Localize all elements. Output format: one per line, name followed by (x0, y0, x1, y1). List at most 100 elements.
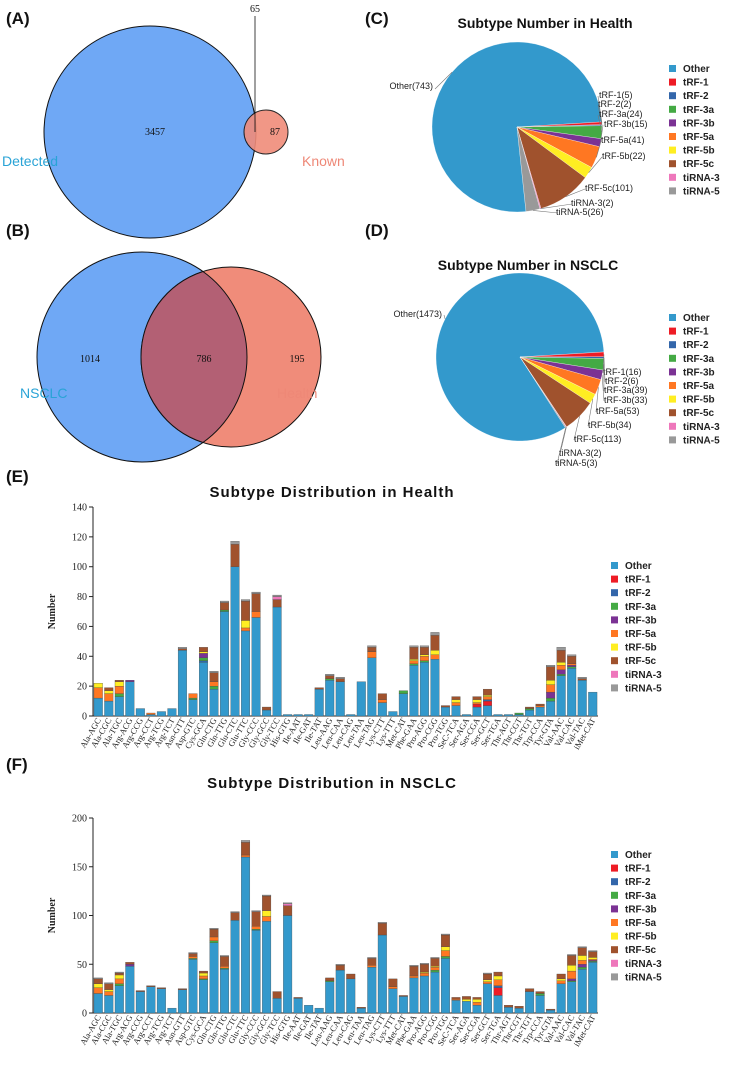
bar-e-bar-arg-ccg-other (135, 708, 145, 717)
bar-e-bar-tyr-gta-trf-5b (546, 680, 556, 685)
bar-e-bar-pro-tgg-other (440, 706, 450, 717)
bar-e-bar-ser-gct-trf-2 (483, 699, 492, 702)
bar-f-y-tick-label: 200 (72, 814, 87, 825)
bar-f-legend-swatch-trf-1 (611, 864, 618, 872)
venn-a-detected-count: 3457 (145, 127, 165, 138)
bar-e-bar-sec-tca-other (451, 705, 461, 717)
bar-e-bar-sec-tca-trf-5b (451, 699, 461, 703)
pie-d-legend-swatch-trf-5b (669, 395, 676, 403)
bar-f-bar-val-tac-other (577, 968, 587, 1014)
bar-e-bar-gly-tcc-other (272, 606, 282, 717)
pie-c-slice-label-other: Other(743) (389, 81, 433, 91)
bar-f-bar-thr-cgt-other (514, 1007, 524, 1014)
pie-d-leader-tirna-3 (559, 426, 567, 455)
pie-d-leader-trf-5b (587, 398, 594, 427)
bar-e-bar-tyr-gta-trf-3b (546, 691, 556, 699)
pie-d-slice-label-trf-3b: tRF-3b(33) (604, 395, 648, 405)
bar-e-bar-val-tac-tirna-5 (577, 677, 587, 679)
bar-e-bar-val-aac-trf-5a (556, 665, 566, 670)
pie-c-legend-swatch-trf-3a (669, 105, 676, 113)
bar-e-legend-label-trf-5b: tRF-5b (625, 643, 657, 654)
bar-e-bar-ser-gct-trf-1 (483, 700, 492, 706)
pie-c-legend-swatch-tirna-5 (669, 187, 676, 195)
bar-f-bar-gly-gcc-trf-5a (262, 916, 272, 922)
bar-f-y-tick-label: 150 (72, 862, 87, 873)
bar-e-bar-lys-ctt-trf-5a (377, 699, 387, 703)
bar-e-bar-arg-cct-trf-5a (146, 712, 156, 715)
bar-f-bar-lys-ttt-other (388, 988, 398, 1014)
pie-d-legend-label-other: Other (683, 313, 710, 324)
bar-e-bar-phe-gaa-other (409, 665, 419, 717)
bar-e-bar-pro-agg-tirna-5 (419, 645, 429, 648)
bar-f-bar-leu-cag-trf-5c (346, 973, 356, 980)
bar-e-bar-val-cac-trf-3a (567, 666, 577, 669)
bar-e-bar-thr-tgt-trf-5c (525, 706, 535, 709)
bar-f-bar-val-tac-trf-5b (577, 955, 587, 961)
bar-e-legend-label-trf-3b: tRF-3b (625, 615, 657, 626)
bar-e-y-tick-label: 60 (77, 622, 87, 633)
bar-e-bar-ala-agc-trf-5b (93, 683, 103, 688)
bar-f-bar-arg-cct-other (146, 986, 156, 1014)
bar-e-bar-arg-tct-other (167, 708, 177, 717)
bar-e-bar-thr-tgt-other (525, 709, 535, 717)
bar-e-bar-arg-acg-trf-3b (125, 680, 135, 682)
bar-f-bar-ile-aat-trf-5c (293, 997, 303, 999)
bar-f-bar-pro-tgg-tirna-5 (440, 933, 450, 936)
bar-f-bar-arg-acg-trf-5c (125, 962, 135, 965)
bar-e-bar-thr-cgt-other (514, 714, 524, 717)
bar-f-bar-gly-ccc-trf-5c (251, 911, 261, 927)
bar-f-bar-his-gtg-other (283, 915, 293, 1014)
bar-e-bar-gln-ttg-tirna-5 (220, 600, 229, 603)
bar-f-bar-cys-gca-other (199, 979, 208, 1014)
bar-e-bar-gln-ctg-tirna-5 (209, 671, 219, 673)
bar-e-bar-pro-cgg-tirna-5 (430, 632, 440, 636)
bar-e-bar-val-cac-tirna-5 (567, 654, 577, 657)
bar-f-bar-thr-tgt-other (525, 991, 535, 1014)
bar-f-bar-ile-tat-other (314, 1007, 324, 1014)
bar-e-bar-ile-aat-other (293, 714, 303, 717)
bar-e-bar-pro-agg-other (419, 662, 429, 717)
bar-e-bar-ala-cgc-other (104, 700, 114, 717)
pie-c-leader-trf-2 (597, 104, 603, 126)
bar-f-bar-ser-cga-other (472, 1005, 482, 1014)
bar-f-bar-ser-tga-trf-1 (493, 987, 503, 996)
bar-e-bar-ala-tgc-trf-3a (114, 693, 124, 697)
bar-f-bar-glu-ttc-trf-5a (241, 854, 251, 858)
pie-c-slice-label-tirna-3: tiRNA-3(2) (571, 198, 614, 208)
bar-f-bar-lys-ttt-trf-5a (388, 986, 398, 989)
bar-f-bar-ala-tgc-trf-3a (114, 983, 124, 986)
pie-c-leader-trf-5b (588, 156, 603, 173)
bar-f-bar-pro-cgg-other (430, 971, 440, 1014)
bar-f-bar-his-gtg-tirna-5 (283, 902, 293, 904)
bar-e-bar-ser-cga-trf-5b (472, 699, 482, 703)
bar-e-bar-leu-caa-trf-5c (335, 678, 345, 682)
bar-f-bar-ser-cga-trf-5a (472, 1002, 482, 1006)
pie-d-legend-swatch-trf-1 (669, 327, 676, 335)
bar-e-bar-gly-ccc-tirna-5 (251, 591, 261, 594)
pie-c-legend-label-trf-1: tRF-1 (683, 78, 709, 89)
pie-d-leader-other (443, 314, 446, 320)
bar-e-bar-pro-cgg-other (430, 659, 440, 717)
bar-e-bar-asn-gtt-trf-5c (177, 648, 187, 651)
bar-f-title: Subtype Distribution in NSCLC (207, 775, 457, 792)
bar-e-bar-tyr-gta-trf-5a (546, 684, 556, 693)
bar-f-bar-pro-cgg-trf-5a (430, 967, 440, 971)
bar-e-bar-ser-tga-other (493, 714, 503, 717)
bar-e-bar-leu-aag-other (325, 680, 335, 717)
bar-f-bar-his-gtg-tirna-3 (283, 903, 293, 906)
bar-f-legend-label-trf-5a: tRF-5a (625, 918, 657, 929)
bar-e-bar-ser-cga-other (472, 706, 482, 717)
bar-e-bar-trp-cca-trf-5c (535, 703, 545, 706)
bar-e-bar-gly-gcc-trf-5c (262, 706, 272, 711)
bar-e-y-tick-label: 120 (72, 532, 87, 543)
bar-f-bar-glu-ctc-other (230, 920, 240, 1014)
bar-f-bar-arg-tcg-other (156, 988, 166, 1014)
bar-e-legend-label-trf-2: tRF-2 (625, 588, 651, 599)
bar-e-bar-pro-cgg-trf-5b (430, 650, 440, 655)
bar-f-bar-ser-tga-trf-5b (493, 975, 503, 981)
bar-e-bar-tyr-gta-other (546, 700, 556, 717)
bar-e-legend-swatch-trf-1 (611, 575, 618, 583)
bar-f-bar-glu-ctc-trf-5c (230, 912, 240, 921)
bar-e-bar-thr-agt-other (504, 714, 514, 717)
bar-f-bar-cys-gca-trf-5c (199, 970, 208, 974)
